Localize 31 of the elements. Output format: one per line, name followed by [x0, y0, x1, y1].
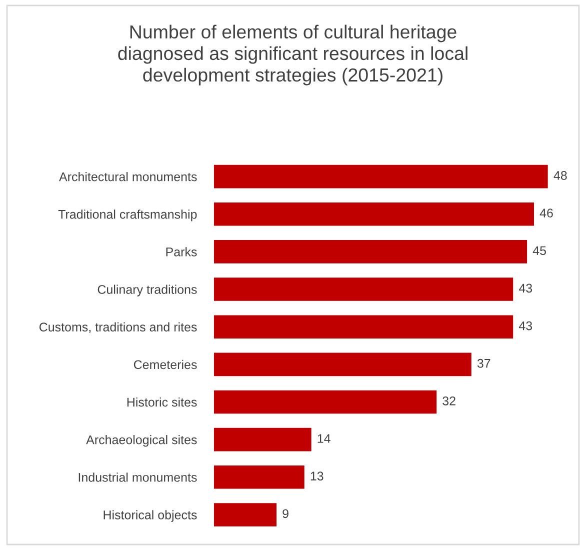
bar — [214, 465, 304, 489]
data-label: 46 — [540, 208, 553, 218]
y-tick-label: Architectural monuments — [59, 172, 197, 182]
y-tick-label: Customs, traditions and rites — [39, 322, 197, 333]
y-tick-label: Culinary traditions — [98, 284, 197, 296]
y-tick-label: Historic sites — [127, 397, 197, 407]
data-label: 14 — [318, 434, 330, 443]
chart-title: Number of elements of cultural heritage diagnosed as significant resources in local development strategies (2015-2021) — [118, 24, 468, 86]
y-tick-label: Cemeteries — [134, 360, 197, 370]
bar — [214, 164, 548, 188]
data-label: 43 — [518, 321, 532, 330]
data-label: 45 — [532, 246, 546, 256]
y-tick-label: Archaeological sites — [86, 435, 197, 447]
data-label: 13 — [310, 472, 324, 480]
bar — [214, 240, 528, 264]
data-label: 32 — [442, 396, 456, 406]
bar — [214, 352, 472, 376]
bar — [214, 503, 277, 526]
bar — [214, 390, 437, 414]
y-tick-label: Historical objects — [104, 510, 197, 522]
y-tick-label: Parks — [166, 247, 197, 256]
data-label: 37 — [477, 358, 490, 368]
data-label: 9 — [282, 509, 288, 518]
bar — [214, 315, 514, 338]
y-tick-label: Traditional craftsmanship — [58, 210, 197, 222]
y-tick-label: Industrial monuments — [78, 472, 197, 482]
bar — [214, 428, 312, 452]
data-label: 43 — [518, 284, 532, 293]
data-label: 48 — [554, 171, 567, 180]
bar — [214, 202, 534, 226]
bar — [214, 278, 514, 301]
